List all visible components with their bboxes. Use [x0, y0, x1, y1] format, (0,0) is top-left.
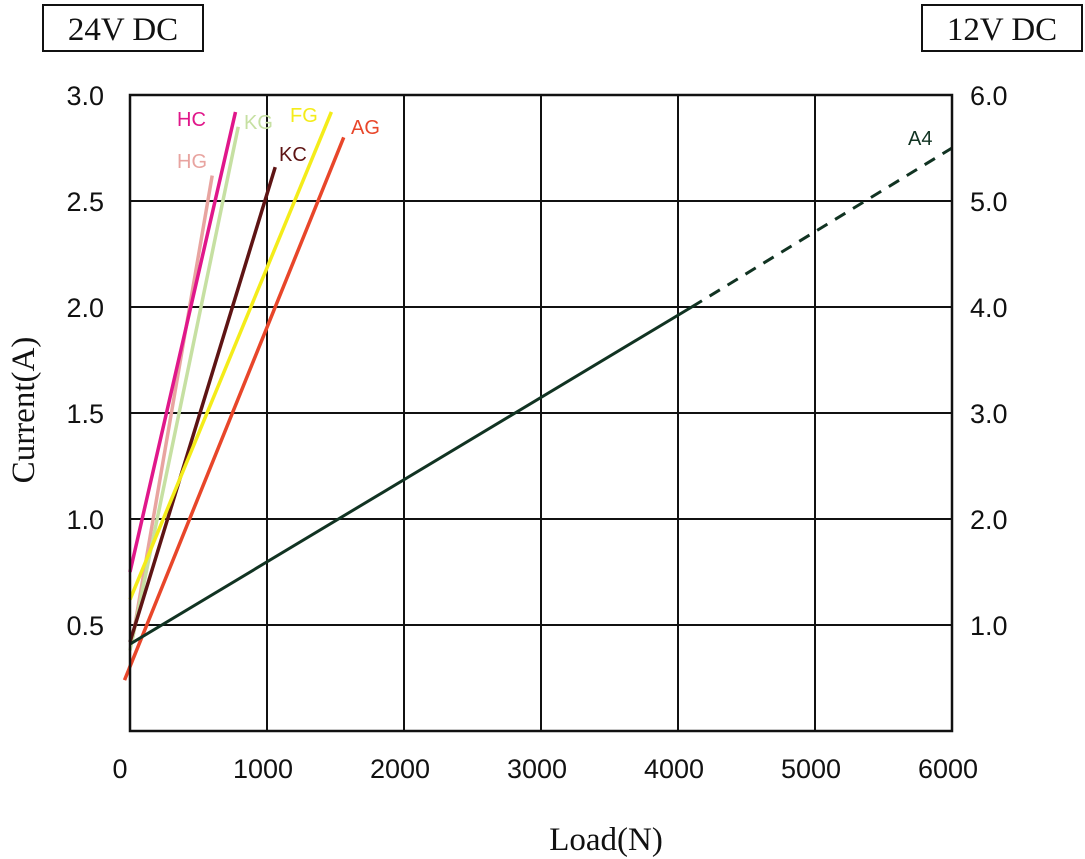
series-label-fg: FG	[290, 105, 318, 127]
x-tick-label: 1000	[233, 754, 293, 784]
y2-tick-label: 3.0	[970, 399, 1008, 429]
right-axis-title: 12V DC	[947, 12, 1057, 48]
series-line-a4-dashed	[690, 146, 953, 309]
plot-frame	[128, 93, 954, 733]
left-title-box	[42, 4, 204, 52]
y-tick-label: 1.0	[66, 505, 104, 535]
x-tick-label: 6000	[918, 754, 978, 784]
y2-tick-label: 6.0	[970, 81, 1008, 111]
x-axis-ticks: 0 1000 2000 3000 4000 5000 6000	[112, 754, 978, 784]
series-line-ag	[122, 136, 346, 681]
x-tick-label: 4000	[644, 754, 704, 784]
series-label-ag: AG	[351, 117, 380, 139]
series-label-kg: KG	[244, 112, 273, 134]
y-axis-ticks: 0.5 1.0 1.5 2.0 2.5 3.0	[66, 81, 104, 641]
x-tick-label: 0	[112, 754, 127, 784]
y-tick-label: 0.5	[66, 611, 104, 641]
y-tick-label: 1.5	[66, 399, 104, 429]
series-label-hg: HG	[177, 151, 207, 173]
y2-tick-label: 1.0	[970, 611, 1008, 641]
y-axis-title: Current(A)	[6, 337, 42, 484]
y2-tick-label: 5.0	[970, 187, 1008, 217]
series-line-kg	[128, 126, 240, 651]
series-line-a4	[129, 305, 693, 646]
y-tick-label: 2.5	[66, 187, 104, 217]
series-line-hc	[128, 111, 238, 573]
x-axis-title: Load(N)	[549, 822, 663, 858]
y2-tick-label: 2.0	[970, 505, 1008, 535]
series-layer	[122, 111, 953, 681]
x-tick-label: 5000	[781, 754, 841, 784]
y-tick-label: 3.0	[66, 81, 104, 111]
series-labels: HG HC KG KC FG AG A4	[177, 105, 932, 173]
series-label-a4: A4	[908, 128, 932, 150]
left-axis-title: 24V DC	[68, 12, 178, 48]
series-label-kc: KC	[279, 144, 307, 166]
series-line-fg	[128, 111, 334, 601]
x-tick-label: 3000	[507, 754, 567, 784]
y-tick-label: 2.0	[66, 293, 104, 323]
grid	[130, 95, 952, 731]
y2-tick-label: 4.0	[970, 293, 1008, 323]
right-title-box	[921, 4, 1083, 52]
y2-axis-ticks: 1.0 2.0 3.0 4.0 5.0 6.0	[970, 81, 1008, 641]
series-line-kc	[128, 166, 277, 643]
series-label-hc: HC	[177, 109, 206, 131]
x-tick-label: 2000	[370, 754, 430, 784]
